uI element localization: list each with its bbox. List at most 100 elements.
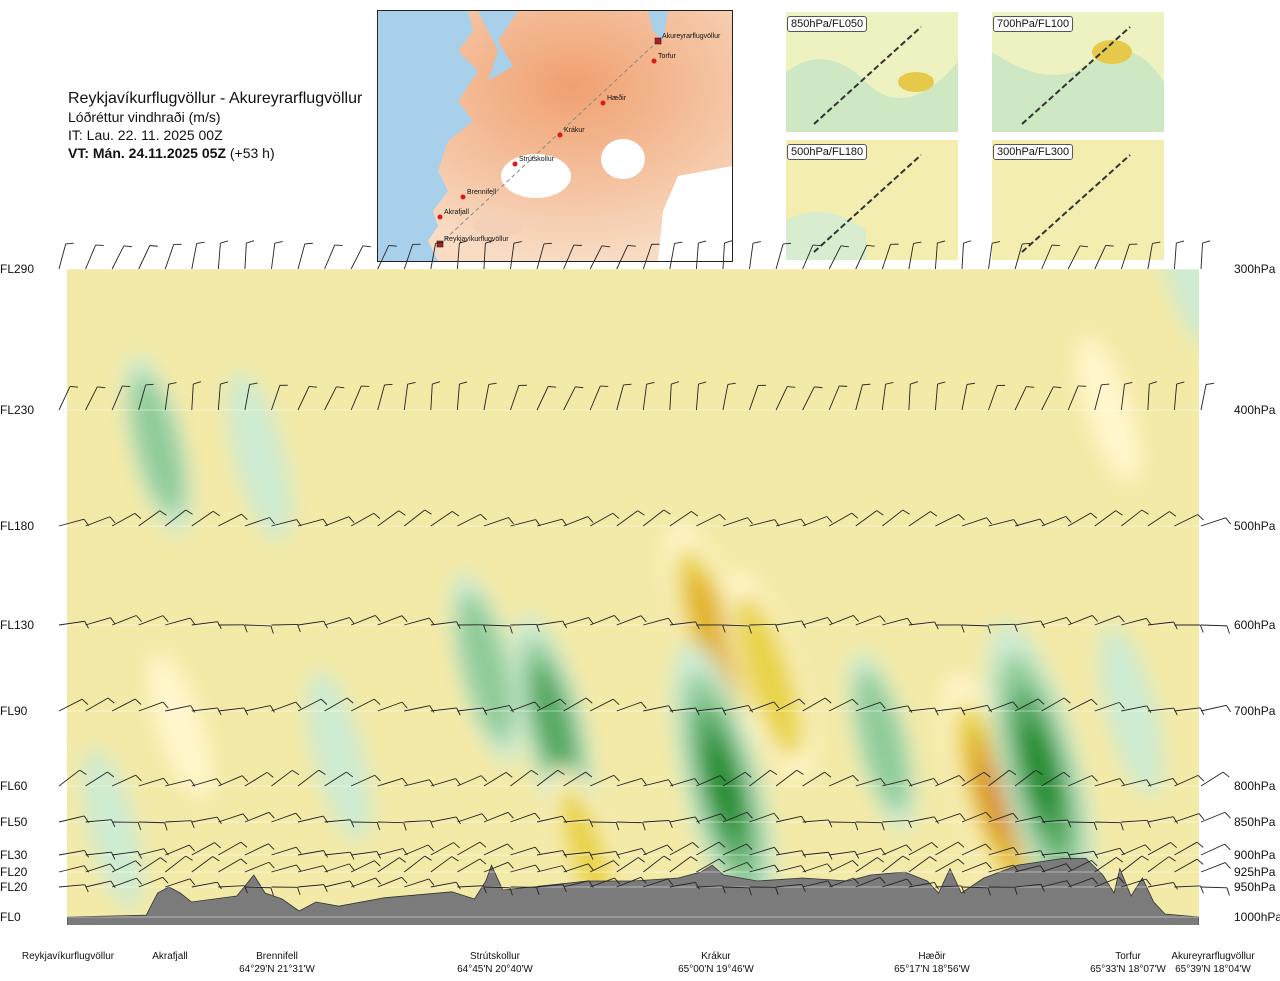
wind-barb-700-18 [536, 698, 567, 712]
route-title: Reykjavíkurflugvöllur - Akureyrarflugvöl… [68, 90, 363, 107]
wind-barb-950-14 [430, 881, 461, 890]
wind-barb-950-32 [908, 881, 939, 890]
wind-barb-300-30 [855, 244, 875, 270]
wind-barb-300-5 [191, 241, 205, 270]
wind-barb-400-37 [1041, 386, 1062, 411]
wind-barb-300-1 [85, 244, 104, 270]
wind-barb-925-29 [828, 860, 859, 873]
wind-barb-400-19 [563, 386, 584, 411]
wind-barb-900-7 [244, 843, 275, 856]
wind-barb-700-10 [324, 697, 354, 712]
thumbnail-300[interactable]: 300hPa/FL300 [992, 140, 1164, 260]
map-fjord [478, 11, 518, 81]
wind-barb-300-17 [510, 241, 522, 270]
thumbnail-700[interactable]: 700hPa/FL100 [992, 12, 1164, 132]
wind-barb-900-5 [191, 842, 221, 856]
wind-barb-925-28 [802, 863, 833, 873]
wind-barb-950-25 [722, 886, 752, 896]
y-axis-fl-label: FL230 [0, 403, 35, 417]
wind-barb-950-24 [696, 885, 726, 894]
wind-barb-800-0 [58, 769, 87, 787]
y-axis-hpa-label: 800hPa [1234, 779, 1276, 793]
wind-barb-900-23 [669, 842, 699, 856]
wind-barb-300-41 [1147, 241, 1161, 270]
wind-barb-600-32 [908, 621, 939, 630]
y-axis-hpa-label: 925hPa [1234, 865, 1276, 879]
wind-barb-300-12 [377, 245, 397, 270]
x-axis-location-label: Akrafjall [100, 950, 240, 963]
route-map: Akureyrarflugvöllur Torfur Hæðir Krákur Strú… [377, 10, 733, 262]
wind-barb-400-0 [58, 386, 79, 411]
map-place-label: Akrafjall [444, 209, 469, 216]
thumbnail-850[interactable]: 850hPa/FL050 [786, 12, 958, 132]
y-axis-fl-label: FL50 [0, 815, 28, 829]
wind-barb-700-33 [935, 707, 966, 716]
y-axis-hpa-label: 1000hPa [1234, 910, 1280, 924]
wind-barb-700-36 [1014, 698, 1045, 712]
wind-barb-600-17 [510, 623, 540, 633]
map-place: Strútskollur [512, 156, 555, 167]
wind-barb-700-19 [563, 697, 593, 712]
location-name: Brennifell [256, 951, 298, 962]
wind-barb-900-13 [404, 844, 435, 856]
wind-barb-950-31 [882, 878, 913, 888]
vertical-velocity-feature-0-level-0 [82, 748, 143, 909]
wind-barb-850-20 [590, 821, 620, 831]
wind-barb-700-21 [616, 701, 647, 712]
thumbnail-500[interactable]: 500hPa/FL180 [786, 140, 958, 260]
wind-barb-925-4 [164, 855, 193, 873]
wind-barb-400-3 [138, 383, 154, 411]
wind-barb-400-33 [934, 381, 946, 411]
wind-barb-900-17 [510, 846, 541, 856]
wind-barb-700-39 [1094, 701, 1125, 712]
location-name: Krákur [701, 951, 731, 962]
wind-barb-800-10 [324, 771, 354, 787]
wind-barb-600-4 [165, 617, 196, 626]
wind-barb-500-41 [1147, 511, 1177, 527]
wind-barb-500-25 [722, 517, 753, 527]
wind-barb-950-8 [271, 886, 301, 896]
wind-barb-400-2 [111, 385, 131, 411]
vertical-velocity-feature-4-level-0 [306, 670, 371, 842]
y-axis-hpa-label: 400hPa [1234, 403, 1276, 417]
wind-barb-850-5 [191, 816, 222, 825]
wind-barb-500-7 [244, 517, 275, 527]
wind-barb-300-33 [934, 240, 946, 270]
wind-barb-300-31 [881, 243, 899, 270]
wind-barb-300-15 [456, 240, 468, 270]
map-glacier-vatnajokull [658, 166, 732, 261]
wind-barb-850-31 [882, 819, 912, 828]
wind-barb-400-41 [1147, 381, 1158, 411]
wind-barb-900-28 [802, 851, 833, 860]
wind-barb-850-33 [935, 813, 966, 823]
wind-barb-850-19 [563, 819, 594, 828]
x-axis-location-label: Krákur 65°00'N 19°46'W [646, 950, 786, 976]
wind-barb-950-29 [829, 877, 860, 888]
wind-barb-925-35 [988, 864, 1019, 873]
wind-barb-950-18 [537, 884, 567, 892]
wind-barb-900-24 [696, 841, 726, 856]
wind-barb-925-40 [1121, 855, 1149, 873]
wind-barb-700-32 [908, 707, 939, 716]
wind-barb-850-10 [324, 819, 355, 828]
wind-barb-900-18 [536, 850, 568, 858]
wind-barb-700-24 [696, 707, 727, 716]
wind-barb-850-37 [1041, 819, 1072, 828]
wind-barb-500-36 [1014, 518, 1046, 527]
wind-barb-700-20 [589, 698, 620, 712]
wind-barb-925-16 [483, 861, 514, 873]
wind-barb-300-8 [271, 241, 283, 270]
wind-barb-900-33 [935, 841, 965, 856]
wind-barb-600-28 [802, 617, 833, 626]
wind-barb-300-34 [961, 240, 972, 270]
map-glacier-hofsjokull [601, 139, 645, 179]
wind-barb-700-38 [1068, 698, 1098, 712]
wind-barb-800-24 [696, 775, 727, 787]
wind-barb-900-35 [988, 846, 1019, 856]
vertical-velocity-feature-3-level-0 [227, 371, 292, 542]
wind-barb-500-12 [377, 510, 406, 527]
wind-barb-500-5 [191, 510, 220, 527]
wind-barb-850-22 [643, 820, 673, 829]
location-coordinates: 64°29'N 21°31'W [239, 964, 315, 975]
wind-barb-500-29 [828, 512, 859, 527]
